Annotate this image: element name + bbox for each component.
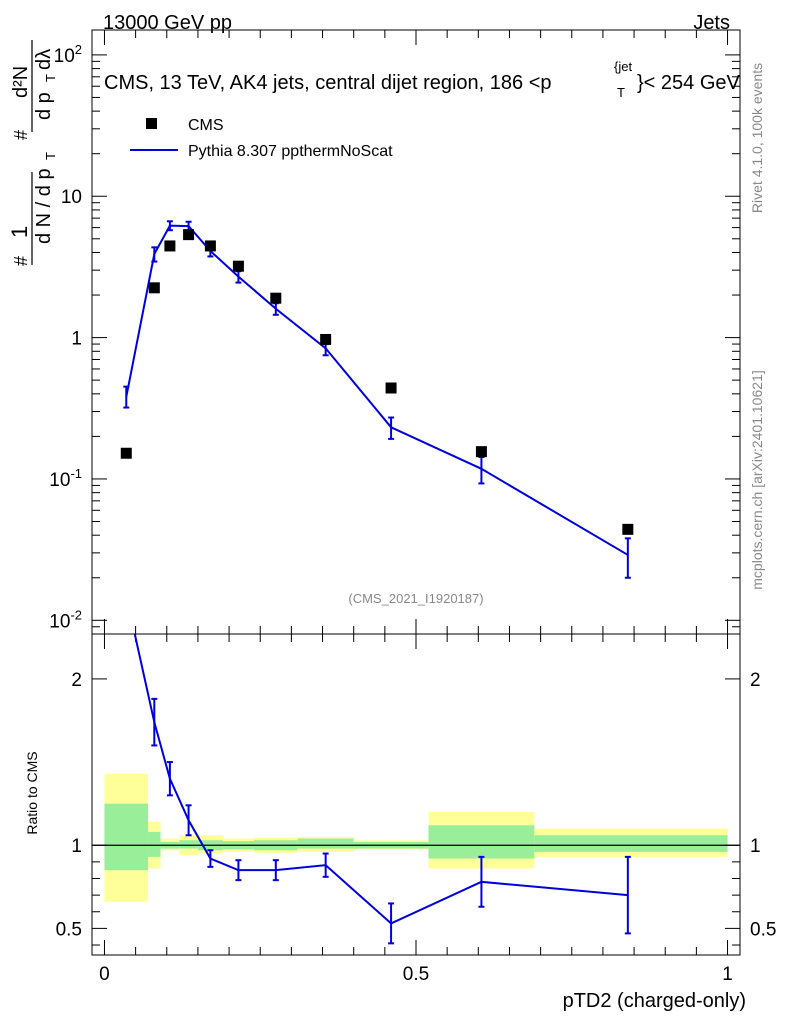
main-ytick-label-base: 10: [49, 470, 70, 491]
plot-title: CMS, 13 TeV, AK4 jets, central dijet reg…: [104, 59, 741, 100]
main-y-axis-label: # 1 d N / d p T # d²N d p T dλ: [7, 40, 58, 266]
legend: CMS Pythia 8.307 ppthermNoScat: [130, 117, 393, 160]
ratio-ytick-label-right: 1: [750, 836, 761, 857]
axis-ticks: [92, 30, 740, 955]
cms-data-point: [183, 229, 195, 241]
main-ytick-label-base: 10: [54, 46, 75, 67]
ylabel-one: 1: [7, 226, 32, 238]
band-inner-1: [148, 831, 161, 857]
cms-data-point: [320, 333, 332, 345]
x-axis-label: pTD2 (charged-only): [563, 990, 746, 1012]
cms-data-point: [120, 447, 132, 459]
main-ytick-label-base: 10: [49, 611, 70, 632]
cms-data-point: [232, 260, 244, 272]
ratio-y-axis-label: Ratio to CMS: [24, 751, 40, 834]
band-inner-7: [297, 838, 354, 849]
ratio-ytick-label-left: 1: [71, 836, 82, 857]
main-ytick-label-exp: 2: [75, 42, 82, 57]
title-superscript: {jet: [614, 59, 632, 74]
ratio-ytick-label-right: 2: [750, 670, 761, 691]
ylabel-dN-dp: d N / d p: [33, 168, 55, 244]
ratio-xtick-label: 0.5: [403, 964, 429, 985]
band-inner-10: [534, 835, 728, 852]
ratio-panel-frame: [91, 633, 741, 956]
cms-data-point: [148, 282, 160, 294]
main-series: [120, 220, 634, 579]
mcplots-label: mcplots.cern.ch [arXiv:2401.10621]: [749, 370, 765, 589]
rivet-version-label: Rivet 4.1.0, 100k events: [749, 63, 765, 213]
ylabel-dp: d p: [33, 92, 55, 120]
title-main: CMS, 13 TeV, AK4 jets, central dijet reg…: [104, 72, 552, 94]
ratio-ytick-label-left: 2: [71, 670, 82, 691]
ratio-series: [133, 634, 631, 945]
main-ytick-label-exp: -1: [70, 466, 82, 481]
header-left: 13000 GeV pp: [103, 12, 232, 34]
band-inner-0: [104, 803, 149, 871]
ylabel-sub-T-1: T: [43, 152, 58, 160]
ratio-series-clipped: [133, 634, 631, 945]
ratio-ytick-label-left: 0.5: [56, 919, 82, 940]
band-inner-3: [179, 840, 198, 849]
main-ytick-label-exp: -2: [70, 607, 82, 622]
title-subscript: T: [617, 85, 625, 100]
band-inner-9: [428, 825, 535, 859]
ylabel-hash-mid: #: [11, 130, 31, 140]
cms-data-point: [204, 240, 216, 252]
cms-data-point: [385, 382, 397, 394]
mc-line: [125, 224, 629, 556]
cms-data-point: [270, 292, 282, 304]
ylabel-hash-left: #: [11, 256, 31, 266]
cms-data-point: [622, 523, 634, 535]
ylabel-d2N: d²N: [10, 66, 32, 98]
main-ytick-label: 10-2: [49, 607, 82, 632]
legend-cms-marker: [146, 118, 157, 129]
legend-cms-label: CMS: [188, 117, 224, 134]
ylabel-sub-T-2: T: [43, 74, 58, 82]
main-ytick-label: 1: [71, 329, 82, 350]
ylabel-dlambda: dλ: [33, 49, 55, 70]
legend-mc-label: Pythia 8.307 ppthermNoScat: [188, 143, 393, 160]
analysis-watermark: (CMS_2021_I1920187): [348, 591, 483, 606]
main-ytick-label: 102: [54, 42, 82, 67]
main-ytick-label: 10-1: [49, 466, 82, 491]
ratio-mc-line: [133, 634, 628, 925]
ratio-xtick-label: 0: [99, 964, 110, 985]
ratio-xtick-label: 1: [722, 964, 733, 985]
cms-data-point: [475, 446, 487, 458]
title-tail: }< 254 GeV: [637, 72, 741, 94]
cms-data-point: [164, 240, 176, 252]
ratio-ytick-label-right: 0.5: [750, 919, 776, 940]
header-right: Jets: [693, 12, 730, 34]
main-ytick-label: 10: [61, 187, 82, 208]
